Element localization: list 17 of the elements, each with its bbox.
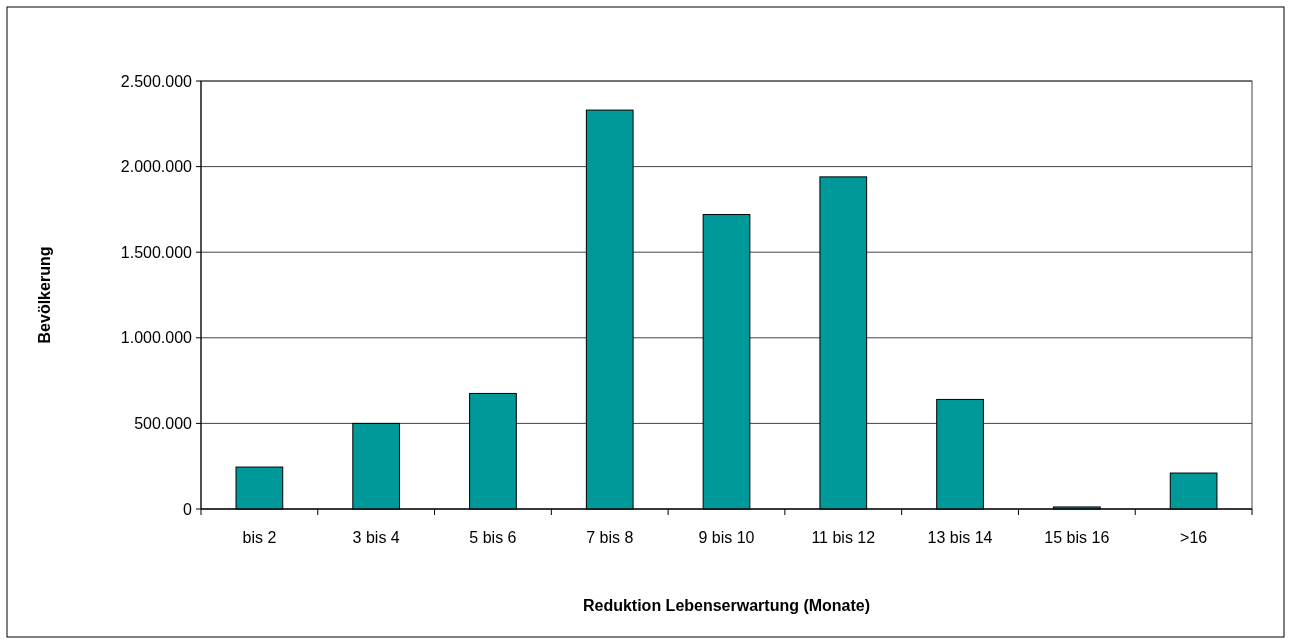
x-tick-label: 11 bis 12 [811,529,876,546]
y-tick-label: 2.000.000 [120,158,193,176]
y-tick-label: 0 [183,500,193,518]
x-tick-label: 9 bis 10 [698,529,755,546]
y-tick-label: 500.000 [134,415,193,432]
x-tick-label: >16 [1180,529,1208,546]
y-tick-label: 1.000.000 [120,329,193,347]
y-tick-label: 2.500.000 [120,72,193,90]
x-tick-label: 15 bis 16 [1044,529,1110,546]
x-axis-title: Reduktion Lebenserwartung (Monate) [582,597,871,614]
y-axis-title: Bevölkerung [36,246,53,344]
x-tick-label: 3 bis 4 [352,529,400,546]
x-tick-label: 13 bis 14 [927,529,993,546]
x-tick-label: bis 2 [242,529,277,546]
x-tick-label: 7 bis 8 [586,529,634,546]
y-tick-label: 1.500.000 [120,243,193,261]
x-tick-label: 5 bis 6 [469,529,517,546]
